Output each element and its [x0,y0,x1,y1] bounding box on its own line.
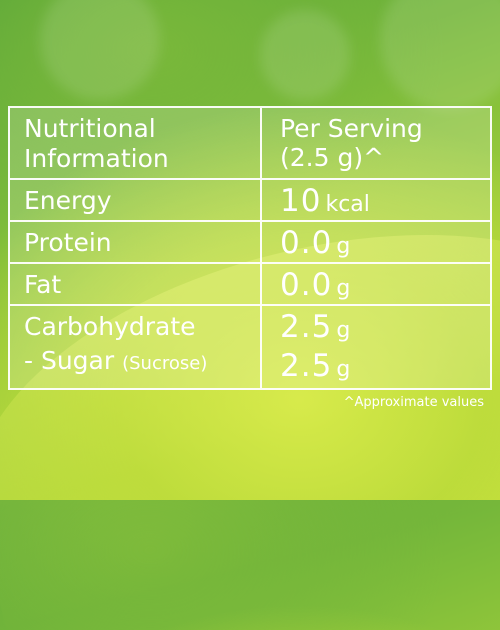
nutrition-table: Nutritional Information Per Serving (2.5… [8,106,492,390]
row-value-protein: 0.0 g [262,222,490,264]
carbohydrate-unit: g [336,318,351,343]
protein-label: Protein [24,228,112,257]
protein-value: 0.0 [280,225,333,261]
row-value-fat: 0.0 g [262,264,490,306]
background-bokeh [380,0,500,110]
row-label-energy: Energy [10,180,262,222]
energy-unit: kcal [325,192,370,217]
header-title-line1: Nutritional [24,114,156,143]
row-label-fat: Fat [10,264,262,306]
approximate-values-footnote: ^Approximate values [343,395,484,410]
fat-value: 0.0 [280,267,333,303]
header-right-cell: Per Serving (2.5 g)^ [262,108,490,180]
row-value-energy: 10 kcal [262,180,490,222]
fat-unit: g [336,276,351,301]
background-bokeh [40,0,160,100]
carbohydrate-label: Carbohydrate [24,312,196,341]
row-label-protein: Protein [10,222,262,264]
background-bokeh [260,10,350,100]
row-value-carbohydrate: 2.5 g 2.5 g [262,306,490,388]
fat-label: Fat [24,270,62,299]
sugar-unit: g [336,357,351,382]
protein-unit: g [336,234,351,259]
header-title-line2: Information [24,144,169,173]
header-left-cell: Nutritional Information [10,108,262,180]
serving-size-label: (2.5 g)^ [280,143,385,172]
sugar-value: 2.5 [280,348,333,384]
carbohydrate-value: 2.5 [280,309,333,345]
energy-value: 10 [280,183,322,219]
sucrose-note: (Sucrose) [122,353,208,374]
row-label-carbohydrate: Carbohydrate - Sugar (Sucrose) [10,306,262,388]
per-serving-label: Per Serving [280,114,423,143]
sugar-label: - Sugar [24,346,115,375]
energy-label: Energy [24,186,112,215]
